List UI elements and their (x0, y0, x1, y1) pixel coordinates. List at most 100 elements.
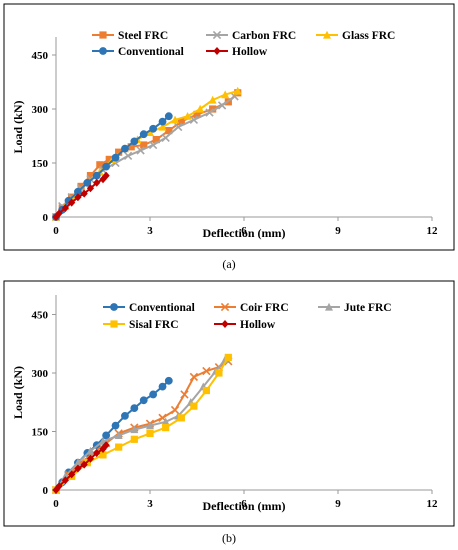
legend-marker (220, 302, 230, 312)
data-point (170, 405, 180, 415)
y-tick-label: 450 (32, 310, 49, 322)
x-axis-title: Deflection (mm) (203, 499, 286, 513)
legend-label: Carbon FRC (232, 30, 296, 42)
data-point (102, 162, 111, 171)
data-point (102, 441, 110, 450)
legend-label: Coir FRC (240, 302, 289, 314)
legend-marker (99, 31, 107, 39)
legend: Steel FRC Carbon FRC Glass FRC Conventional… (85, 24, 413, 64)
series-line (55, 444, 107, 491)
data-point (68, 198, 76, 207)
data-point (149, 124, 158, 133)
x-tick-label: 9 (335, 225, 341, 237)
data-point (86, 446, 95, 455)
legend-label: Hollow (232, 46, 268, 58)
data-point (165, 127, 173, 135)
data-point (121, 412, 129, 420)
data-point (86, 172, 95, 180)
x-tick-label: 3 (147, 225, 153, 237)
data-point (183, 112, 192, 120)
series-line (55, 358, 226, 491)
y-axis-title: Load (kN) (11, 366, 25, 419)
data-point (139, 130, 148, 139)
legend-marker (325, 302, 333, 311)
legend-item: Jute FRC (318, 302, 392, 314)
data-point (102, 431, 111, 440)
data-point (139, 396, 148, 405)
legend-label: Conventional (129, 302, 195, 314)
series-jute-frc (52, 355, 230, 494)
data-point (130, 425, 139, 434)
legend-label: Hollow (240, 319, 276, 331)
panel-caption: (b) (222, 531, 236, 545)
data-point (140, 141, 148, 149)
data-point (146, 421, 154, 430)
data-point (148, 140, 158, 150)
legend-marker (213, 47, 221, 55)
legend-item: Conventional (103, 302, 195, 314)
panel-frame (3, 3, 455, 251)
data-point (74, 187, 82, 196)
y-tick-label: 150 (32, 158, 49, 170)
data-point (177, 414, 185, 422)
data-point (130, 404, 139, 412)
legend-marker (323, 30, 331, 39)
data-point (202, 366, 211, 376)
x-tick-label: 0 (53, 498, 59, 510)
series-coir-frc (51, 357, 233, 495)
data-point (105, 155, 113, 163)
legend-label: Steel FRC (118, 30, 168, 42)
legend-item: Hollow (214, 319, 276, 331)
data-point (158, 117, 167, 126)
data-point (92, 171, 101, 180)
data-point (146, 128, 154, 136)
series-conventional (52, 112, 173, 221)
legend-item: Carbon FRC (206, 30, 296, 42)
data-point (221, 90, 230, 99)
data-point (61, 476, 69, 485)
data-point (136, 146, 145, 155)
legend-marker (212, 30, 222, 40)
data-point (164, 112, 173, 121)
data-point (55, 209, 63, 218)
legend-item: Conventional (92, 46, 184, 58)
series-line (55, 174, 107, 218)
legend-box (95, 297, 409, 335)
data-point (93, 178, 101, 187)
data-point (86, 454, 95, 463)
data-point (68, 470, 76, 479)
data-point (130, 137, 139, 146)
legend-item: Hollow (206, 46, 268, 58)
y-tick-label: 300 (32, 104, 49, 116)
data-point (193, 110, 201, 118)
chart-panel-a: 0 3 6 9 12 0 150 300 450 Deflection (mm) Load (kN)… (3, 3, 455, 251)
x-tick-label: 3 (147, 498, 153, 510)
data-point (115, 148, 123, 156)
data-point (149, 390, 158, 399)
x-tick-label: 6 (241, 225, 247, 237)
data-point (86, 184, 95, 193)
y-axis-title: Load (kN) (11, 100, 25, 153)
series-line (55, 356, 230, 491)
series-line (55, 360, 229, 491)
panel-caption: (a) (222, 257, 235, 271)
legend-item: Glass FRC (316, 30, 395, 42)
data-point (190, 402, 198, 410)
legend-marker (110, 303, 118, 311)
data-point (80, 460, 88, 469)
data-point (177, 118, 185, 126)
data-point (161, 133, 170, 142)
data-point (114, 431, 123, 439)
data-point (83, 178, 92, 187)
y-tick-label: 450 (32, 50, 49, 62)
legend-label: Conventional (118, 46, 184, 58)
legend-label: Sisal FRC (129, 319, 179, 331)
data-point (164, 376, 173, 385)
legend: Conventional Coir FRC Jute FRC Sisal FRC Hol… (95, 297, 409, 335)
chart-panel-b: 0 3 6 9 12 0 150 300 450 Deflection (mm) Load (kN)… (3, 280, 455, 527)
legend-marker (110, 320, 118, 328)
data-point (77, 182, 85, 190)
legend-label: Jute FRC (344, 302, 392, 314)
panel-frame (3, 280, 455, 527)
y-tick-label: 150 (32, 427, 49, 439)
